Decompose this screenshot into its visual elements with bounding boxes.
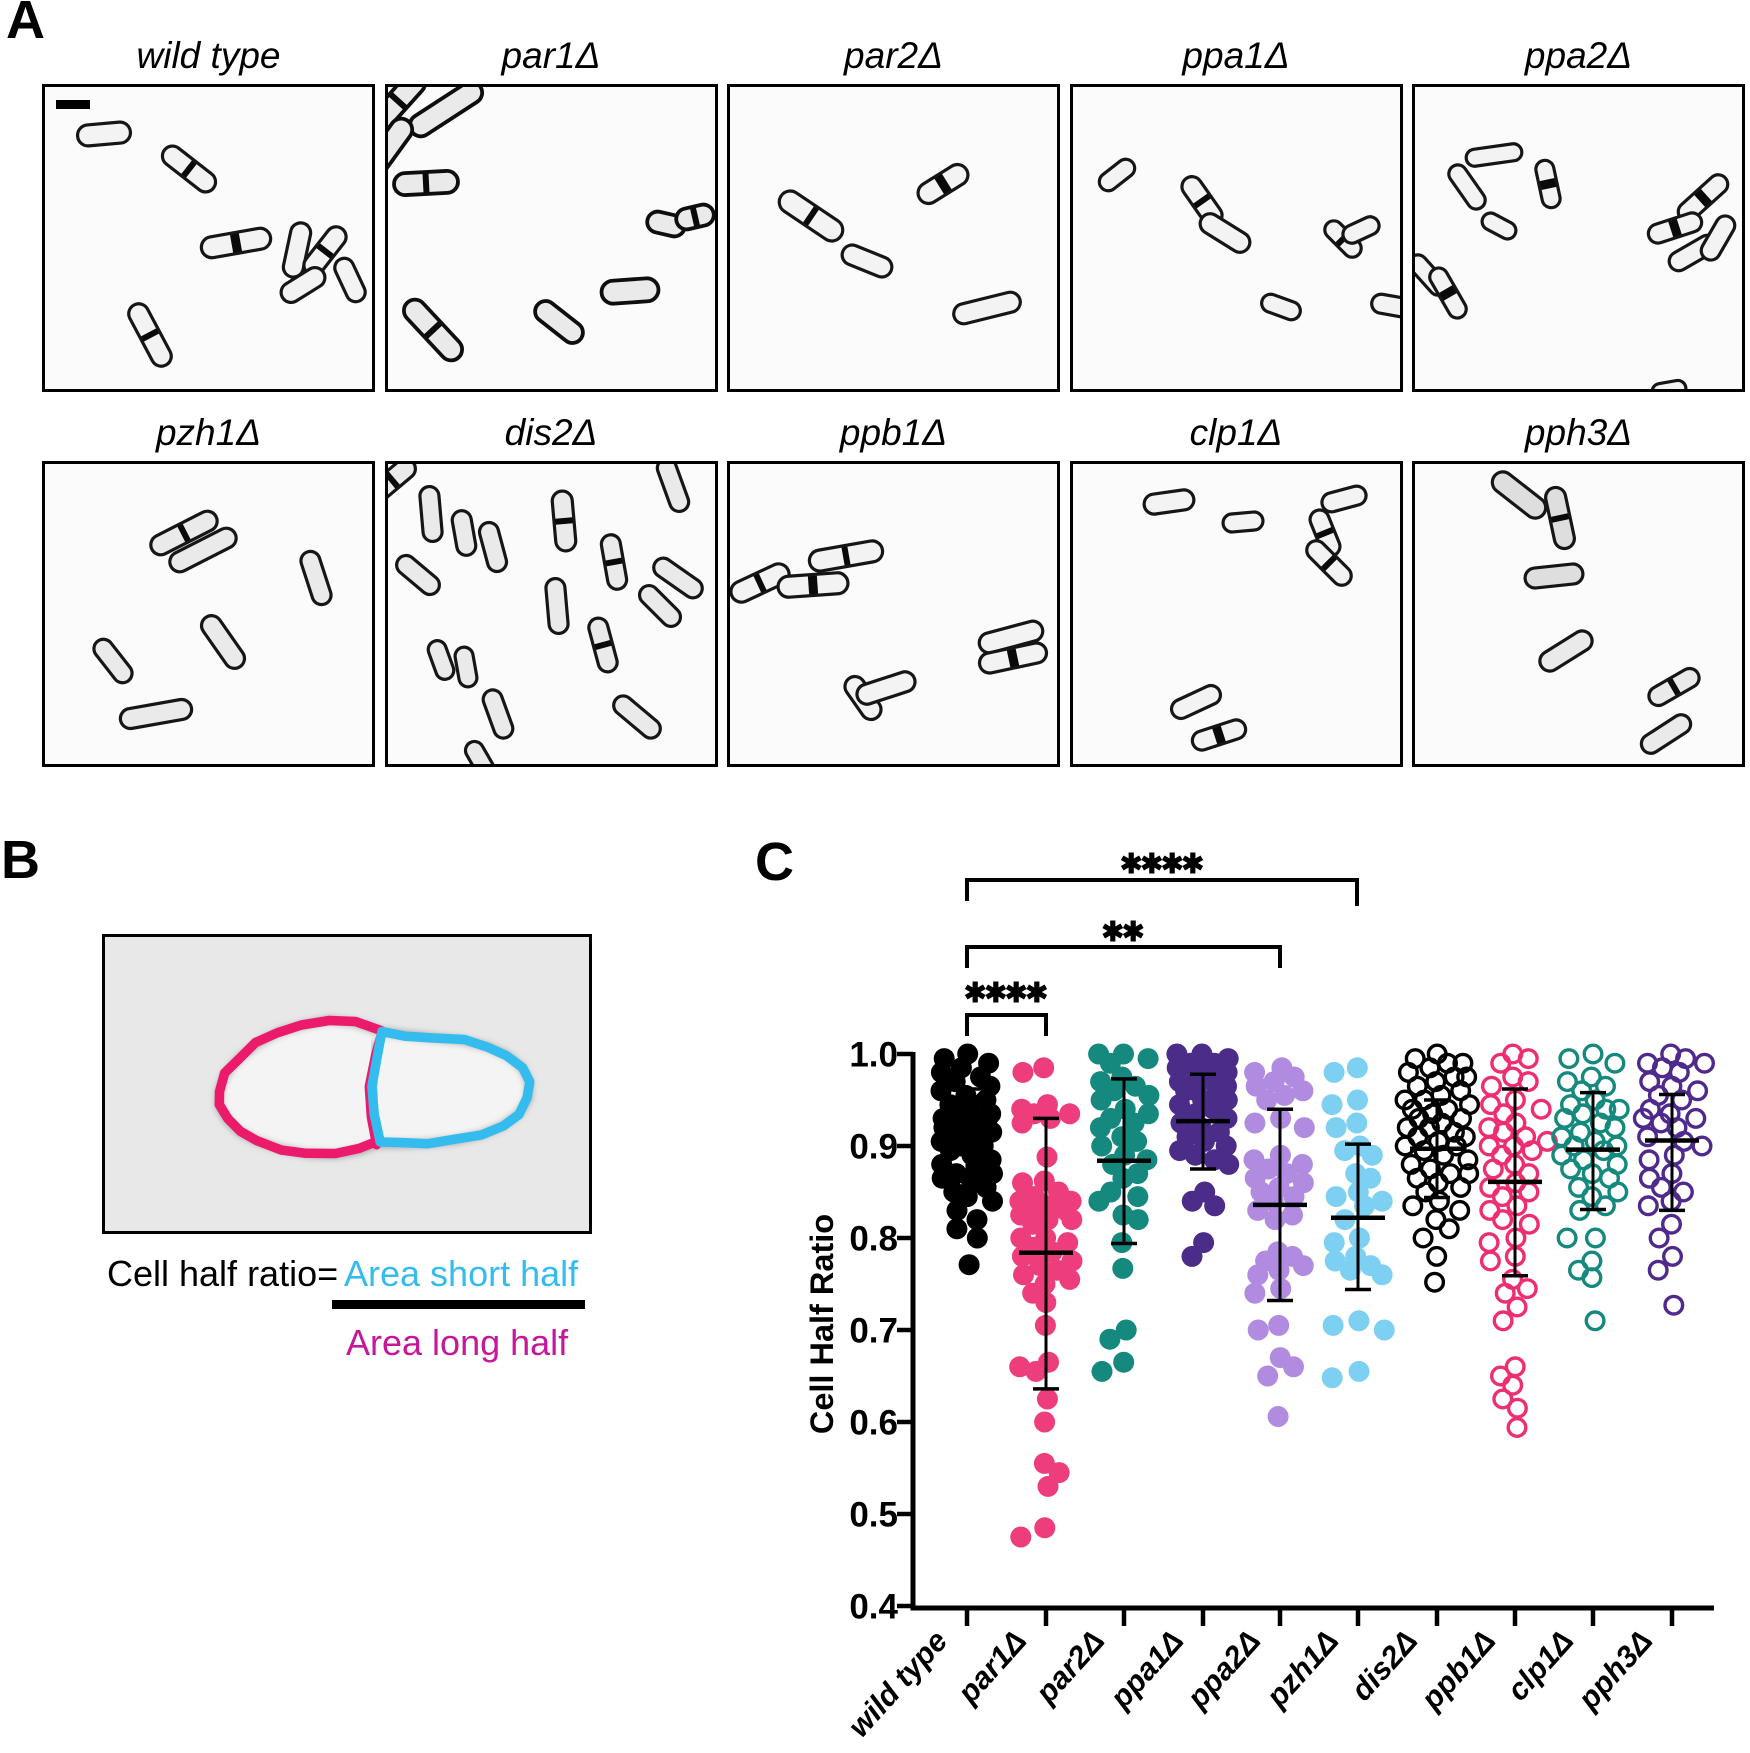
svg-text:Cell Half Ratio: Cell Half Ratio — [804, 1214, 840, 1434]
svg-text:0.5: 0.5 — [849, 1496, 898, 1535]
svg-text:ppa2Δ: ppa2Δ — [1180, 1624, 1267, 1716]
svg-text:wild type: wild type — [842, 1624, 955, 1744]
svg-text:0.8: 0.8 — [849, 1220, 898, 1259]
svg-text:dis2Δ: dis2Δ — [1344, 1624, 1424, 1707]
svg-text:ppa1Δ: ppa1Δ — [1103, 1624, 1190, 1716]
svg-text:pph3Δ: pph3Δ — [1571, 1624, 1659, 1717]
svg-text:par2Δ: par2Δ — [1028, 1624, 1111, 1711]
svg-text:0.9: 0.9 — [849, 1128, 898, 1167]
svg-text:par1Δ: par1Δ — [950, 1624, 1033, 1711]
svg-text:clp1Δ: clp1Δ — [1500, 1624, 1580, 1707]
svg-text:1.0: 1.0 — [849, 1036, 898, 1075]
svg-text:0.7: 0.7 — [849, 1312, 898, 1351]
svg-text:0.4: 0.4 — [849, 1588, 898, 1627]
svg-text:pzh1Δ: pzh1Δ — [1259, 1624, 1345, 1714]
svg-text:ppb1Δ: ppb1Δ — [1414, 1624, 1502, 1717]
svg-text:0.6: 0.6 — [849, 1404, 898, 1443]
